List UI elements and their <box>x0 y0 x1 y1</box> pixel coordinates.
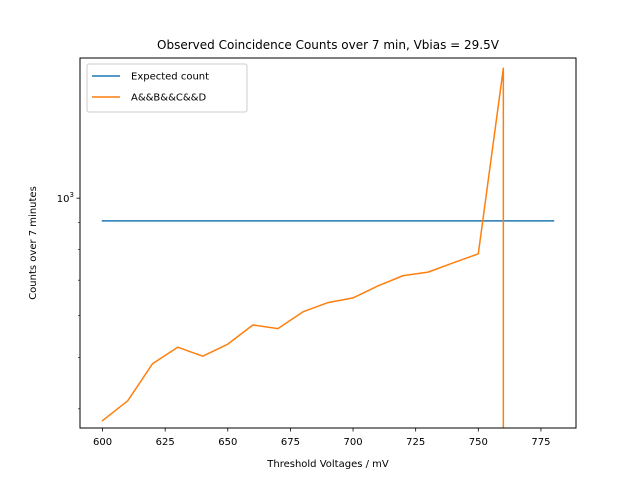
x-axis-ticks: 600 625 650 675 700 725 750 775 <box>93 428 550 448</box>
y-tick-label: 103 <box>57 191 74 205</box>
legend-label-1: A&&B&&C&&D <box>131 93 206 104</box>
y-axis-ticks: 103 <box>57 191 80 410</box>
x-tick-label: 775 <box>531 437 550 448</box>
y-axis-label: Counts over 7 minutes <box>28 186 39 300</box>
chart-title: Observed Coincidence Counts over 7 min, … <box>157 38 500 52</box>
x-tick-label: 725 <box>406 437 425 448</box>
x-tick-label: 600 <box>93 437 112 448</box>
x-tick-label: 650 <box>218 437 237 448</box>
plot-frame <box>79 57 577 429</box>
series-layer <box>101 67 555 428</box>
x-tick-label: 700 <box>344 437 363 448</box>
x-axis-label: Threshold Voltages / mV <box>266 459 389 470</box>
legend: Expected count A&&B&&C&&D <box>86 63 248 113</box>
x-tick-label: 750 <box>469 437 488 448</box>
x-tick-label: 675 <box>281 437 300 448</box>
x-tick-label: 625 <box>156 437 175 448</box>
series-line-1 <box>101 67 505 428</box>
legend-box <box>86 63 248 113</box>
legend-label-0: Expected count <box>131 72 209 83</box>
